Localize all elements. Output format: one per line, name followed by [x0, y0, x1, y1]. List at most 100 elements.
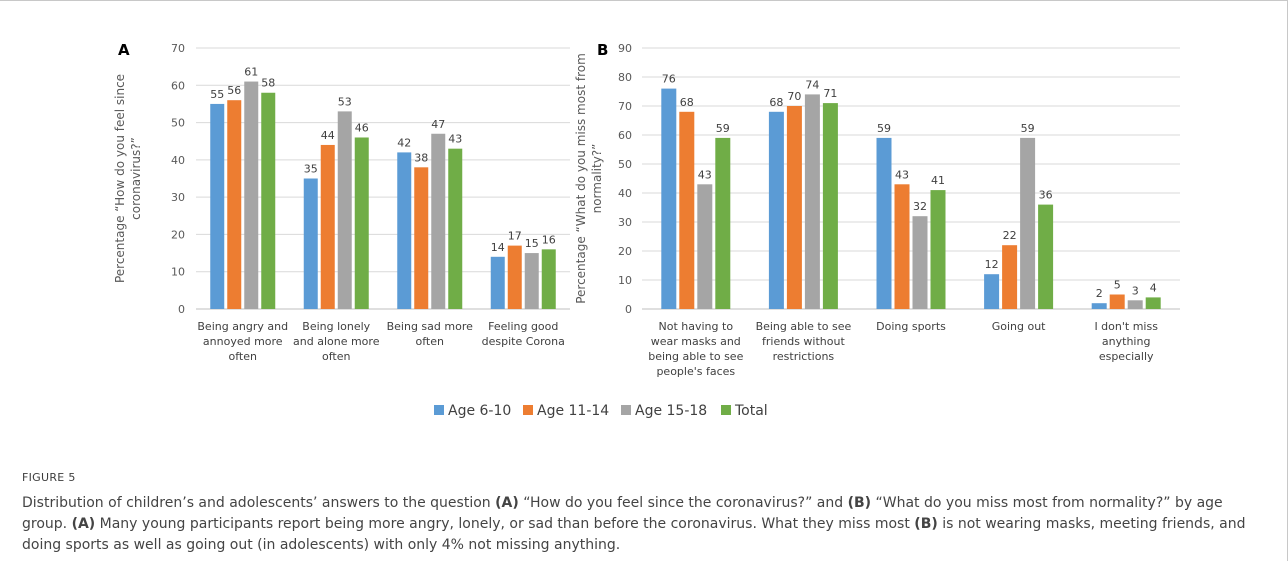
bar: [227, 100, 242, 309]
y-axis-label-line: normality?”: [590, 144, 604, 214]
data-label: 36: [1039, 189, 1053, 202]
caption-segment: Distribution of children’s and adolescen…: [22, 495, 496, 511]
figure-caption: FIGURE 5 Distribution of children’s and …: [22, 471, 1272, 556]
data-label: 59: [877, 122, 891, 135]
legend-swatch: [721, 405, 731, 415]
data-label: 59: [1021, 122, 1035, 135]
bar: [1020, 137, 1036, 309]
y-tick-label: 10: [618, 274, 632, 287]
data-label: 58: [261, 77, 275, 90]
x-category-label: Going out: [992, 320, 1046, 333]
bar: [507, 245, 522, 309]
bar: [303, 178, 318, 309]
data-label: 17: [508, 230, 522, 243]
y-axis-label-line: coronavirus?”: [129, 137, 143, 220]
bar: [354, 137, 369, 309]
y-tick-label: 10: [171, 266, 185, 279]
bar: [1145, 297, 1161, 309]
data-label: 47: [431, 118, 445, 131]
bar: [679, 111, 695, 309]
bar: [490, 256, 505, 309]
bar: [804, 94, 820, 310]
x-category-label: I don't miss: [1094, 320, 1158, 333]
data-label: 5: [1114, 279, 1121, 292]
y-tick-label: 80: [618, 71, 632, 84]
legend-entry: Age 6-10: [448, 403, 511, 419]
legend-entry: Age 11-14: [537, 403, 609, 419]
data-label: 55: [210, 88, 224, 101]
data-label: 2: [1096, 287, 1103, 300]
data-label: 22: [1003, 229, 1017, 242]
figure-label: FIGURE 5: [22, 471, 76, 484]
data-label: 43: [895, 168, 909, 181]
y-tick-label: 20: [171, 228, 185, 241]
bar: [768, 111, 784, 309]
x-category-label: Being sad more: [387, 320, 473, 333]
frame-top-border: [0, 0, 1288, 1]
bar: [876, 137, 892, 309]
bar: [414, 167, 429, 309]
data-label: 44: [321, 129, 335, 142]
data-label: 15: [525, 237, 539, 250]
data-label: 16: [542, 233, 556, 246]
bar: [984, 274, 1000, 309]
bar: [661, 88, 677, 309]
x-category-label: Not having to: [659, 320, 734, 333]
x-category-label: Being angry and: [197, 320, 288, 333]
data-label: 12: [985, 258, 999, 271]
data-label: 71: [823, 87, 837, 100]
caption-segment: Many young participants report being mor…: [95, 516, 915, 532]
x-category-label: anything: [1102, 335, 1151, 348]
caption-segment: is not wearing masks, meeting friends, a…: [22, 516, 1246, 553]
y-tick-label: 70: [618, 100, 632, 113]
data-label: 53: [338, 95, 352, 108]
data-label: 38: [414, 151, 428, 164]
bar: [524, 253, 539, 309]
caption-panel-ref: (A): [495, 495, 519, 511]
x-category-label: Being able to see: [756, 320, 852, 333]
figure-caption-text: Distribution of children’s and adolescen…: [22, 493, 1272, 556]
y-tick-label: 40: [618, 187, 632, 200]
data-label: 68: [680, 96, 694, 109]
data-label: 43: [448, 133, 462, 146]
y-tick-label: 70: [171, 42, 185, 55]
bar: [320, 144, 335, 309]
y-tick-label: 20: [618, 245, 632, 258]
data-label: 43: [698, 168, 712, 181]
caption-panel-ref: (B): [847, 495, 872, 511]
data-label: 70: [787, 90, 801, 103]
x-category-label: people's faces: [656, 365, 735, 378]
x-category-label: despite Corona: [482, 335, 565, 348]
bar: [210, 103, 225, 309]
y-tick-label: 50: [171, 117, 185, 130]
bar: [912, 216, 928, 309]
caption-segment: “What do you miss most from normality?” …: [22, 495, 1223, 532]
y-tick-label: 90: [618, 42, 632, 55]
data-label: 74: [805, 78, 819, 91]
x-category-label: annoyed more: [203, 335, 283, 348]
bar: [448, 148, 463, 309]
data-label: 56: [227, 84, 241, 97]
y-tick-label: 0: [625, 303, 632, 316]
caption-panel-ref: (B): [914, 516, 938, 532]
y-axis-label-line: Percentage “What do you miss most from: [574, 53, 588, 304]
y-axis-label: Percentage “What do you miss most from no…: [574, 53, 604, 304]
data-label: 68: [769, 96, 783, 109]
data-label: 76: [662, 73, 676, 86]
bar: [1109, 294, 1125, 309]
x-category-label: Feeling good: [488, 320, 558, 333]
y-tick-label: 60: [171, 79, 185, 92]
data-label: 3: [1132, 284, 1139, 297]
x-category-label: often: [416, 335, 444, 348]
legend-entry: Age 15-18: [635, 403, 707, 419]
y-tick-label: 60: [618, 129, 632, 142]
x-category-label: Doing sports: [876, 320, 946, 333]
x-category-label: often: [229, 350, 257, 363]
legend-swatch: [621, 405, 631, 415]
y-tick-label: 40: [171, 154, 185, 167]
panel-label: A: [118, 41, 130, 59]
x-category-label: and alone more: [293, 335, 380, 348]
y-axis-label-line: Percentage “How do you feel since: [113, 74, 127, 283]
x-category-label: especially: [1099, 350, 1154, 363]
